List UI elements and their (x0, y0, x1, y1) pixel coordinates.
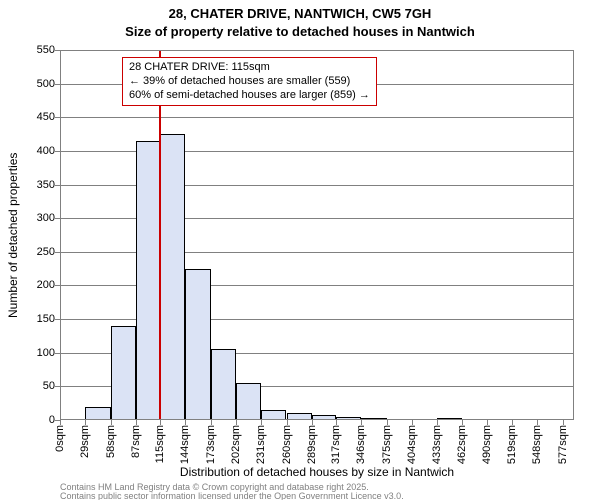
histogram-bar (185, 269, 210, 420)
ytick-mark (55, 50, 60, 51)
ytick-mark (55, 185, 60, 186)
histogram-bar (111, 326, 136, 420)
ytick-mark (55, 386, 60, 387)
histogram-bar (261, 410, 286, 420)
ytick-mark (55, 84, 60, 85)
ytick-label: 50 (15, 380, 55, 392)
xtick-label: 577sqm (557, 425, 569, 464)
xtick-label: 144sqm (179, 425, 191, 464)
histogram-bar (85, 407, 110, 420)
ytick-mark (55, 353, 60, 354)
histogram-bar (361, 418, 386, 420)
chart-container: { "title": { "line1": "28, CHATER DRIVE,… (0, 0, 600, 500)
xtick-label: 260sqm (281, 425, 293, 464)
histogram-bar (236, 383, 261, 420)
ytick-label: 100 (15, 347, 55, 359)
histogram-bar (312, 415, 336, 420)
xtick-label: 375sqm (381, 425, 393, 464)
ytick-label: 0 (15, 414, 55, 426)
xtick-label: 317sqm (330, 425, 342, 464)
ytick-label: 450 (15, 111, 55, 123)
x-axis-label: Distribution of detached houses by size … (60, 465, 574, 479)
xtick-label: 0sqm (54, 425, 66, 452)
ytick-label: 300 (15, 212, 55, 224)
ytick-label: 350 (15, 179, 55, 191)
ytick-label: 400 (15, 145, 55, 157)
y-axis-label: Number of detached properties (6, 152, 20, 317)
xtick-label: 462sqm (456, 425, 468, 464)
xtick-label: 346sqm (355, 425, 367, 464)
xtick-label: 202sqm (230, 425, 242, 464)
histogram-bar (336, 417, 361, 420)
xtick-label: 519sqm (506, 425, 518, 464)
footer-line2: Contains public sector information licen… (60, 492, 404, 500)
ytick-label: 500 (15, 78, 55, 90)
ytick-mark (55, 117, 60, 118)
histogram-bar (437, 418, 462, 420)
ytick-mark (55, 285, 60, 286)
annotation-line3: 60% of semi-detached houses are larger (… (129, 89, 370, 103)
footer-attribution: Contains HM Land Registry data © Crown c… (60, 483, 404, 500)
histogram-bar (211, 349, 236, 420)
gridline-h (60, 117, 574, 118)
annotation-box: 28 CHATER DRIVE: 115sqm ← 39% of detache… (122, 57, 377, 106)
xtick-label: 548sqm (531, 425, 543, 464)
xtick-label: 58sqm (105, 425, 117, 458)
ytick-mark (55, 218, 60, 219)
xtick-label: 231sqm (255, 425, 267, 464)
annotation-line1: 28 CHATER DRIVE: 115sqm (129, 61, 370, 75)
xtick-label: 29sqm (79, 425, 91, 458)
xtick-label: 433sqm (431, 425, 443, 464)
ytick-mark (55, 151, 60, 152)
ytick-label: 550 (15, 44, 55, 56)
ytick-mark (55, 252, 60, 253)
annotation-line2: ← 39% of detached houses are smaller (55… (129, 75, 370, 89)
xtick-label: 490sqm (481, 425, 493, 464)
histogram-bar (287, 413, 312, 420)
histogram-bar (136, 141, 160, 420)
ytick-label: 250 (15, 246, 55, 258)
xtick-label: 289sqm (306, 425, 318, 464)
xtick-label: 87sqm (130, 425, 142, 458)
chart-title-line2: Size of property relative to detached ho… (0, 24, 600, 39)
ytick-label: 150 (15, 313, 55, 325)
xtick-label: 404sqm (406, 425, 418, 464)
ytick-mark (55, 319, 60, 320)
xtick-label: 173sqm (205, 425, 217, 464)
ytick-label: 200 (15, 279, 55, 291)
chart-title-line1: 28, CHATER DRIVE, NANTWICH, CW5 7GH (0, 6, 600, 21)
xtick-label: 115sqm (154, 425, 166, 463)
histogram-bar (160, 134, 185, 420)
